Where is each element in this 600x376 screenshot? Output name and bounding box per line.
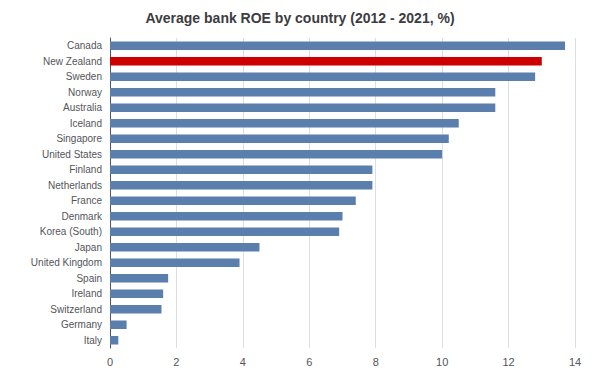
- svg-text:United Kingdom: United Kingdom: [31, 257, 102, 268]
- svg-text:Singapore: Singapore: [56, 133, 102, 144]
- svg-text:Canada: Canada: [67, 40, 102, 51]
- svg-text:Switzerland: Switzerland: [50, 304, 102, 315]
- svg-text:France: France: [71, 195, 103, 206]
- svg-text:Average bank ROE by country (2: Average bank ROE by country (2012 - 2021…: [145, 10, 454, 26]
- svg-text:Korea (South): Korea (South): [40, 226, 102, 237]
- svg-text:12: 12: [502, 356, 514, 368]
- svg-text:4: 4: [240, 356, 246, 368]
- svg-text:2: 2: [173, 356, 179, 368]
- svg-text:Iceland: Iceland: [70, 118, 102, 129]
- svg-text:Denmark: Denmark: [61, 211, 103, 222]
- svg-text:Netherlands: Netherlands: [48, 180, 102, 191]
- svg-text:Sweden: Sweden: [66, 71, 102, 82]
- svg-text:10: 10: [436, 356, 448, 368]
- svg-text:Finland: Finland: [69, 164, 102, 175]
- svg-text:Japan: Japan: [75, 242, 102, 253]
- svg-text:United States: United States: [42, 149, 102, 160]
- svg-text:New Zealand: New Zealand: [43, 56, 102, 67]
- svg-text:Spain: Spain: [76, 273, 102, 284]
- svg-text:Ireland: Ireland: [71, 288, 102, 299]
- svg-text:6: 6: [306, 356, 312, 368]
- svg-text:14: 14: [569, 356, 581, 368]
- svg-text:8: 8: [373, 356, 379, 368]
- svg-text:Norway: Norway: [68, 87, 102, 98]
- svg-text:0: 0: [107, 356, 113, 368]
- svg-text:Australia: Australia: [63, 102, 102, 113]
- svg-text:Germany: Germany: [61, 319, 102, 330]
- svg-text:Italy: Italy: [84, 335, 102, 346]
